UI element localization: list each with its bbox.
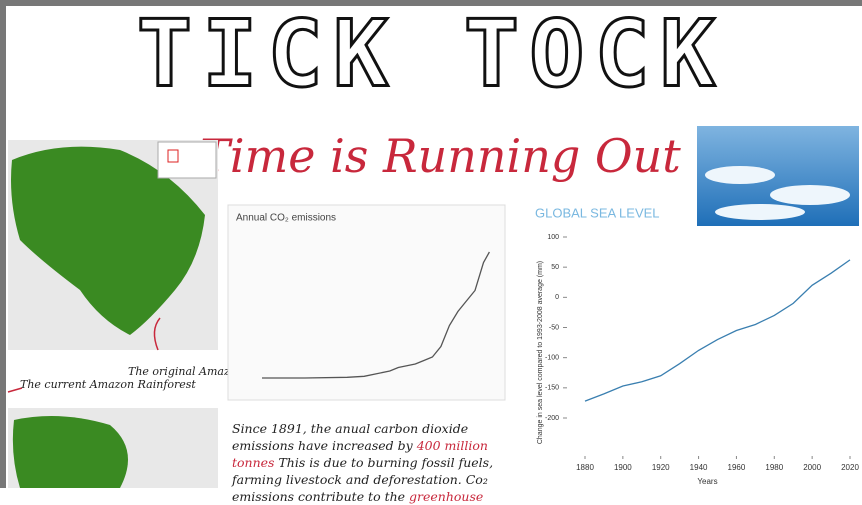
data-line (585, 260, 850, 401)
poster-canvas: TICK TOCK Time is Running Out The curren… (0, 0, 862, 488)
chart-title: GLOBAL SEA LEVEL (535, 205, 660, 220)
x-tick-label: 1920 (652, 463, 670, 472)
frame-left (0, 0, 6, 488)
x-tick-label: 1940 (690, 463, 708, 472)
y-tick-label: -150 (545, 385, 559, 392)
x-tick-label: 1900 (614, 463, 632, 472)
x-tick-label: 1960 (728, 463, 746, 472)
ice-floe (715, 204, 805, 220)
poster-title: TICK TOCK (137, 0, 726, 107)
ice-floe (770, 185, 850, 205)
rainforest-current (13, 416, 128, 488)
y-tick-label: -100 (545, 355, 559, 362)
y-tick-label: 0 (555, 294, 559, 301)
paragraph-highlight: greenhouse (409, 489, 483, 504)
ice-floe (705, 166, 775, 184)
x-axis-label: Years (697, 477, 717, 486)
y-axis-label: Change in sea level compared to 1993-200… (537, 261, 544, 444)
poster: TICK TOCK Time is Running Out The curren… (0, 0, 862, 488)
x-tick-label: 1980 (765, 463, 783, 472)
x-tick-label: 2020 (841, 463, 859, 472)
poster-subtitle: Time is Running Out (199, 129, 681, 183)
map-inset (158, 142, 216, 178)
y-tick-label: -200 (545, 415, 559, 422)
chart-title: Annual CO₂ emissions (236, 213, 336, 224)
x-tick-label: 1880 (576, 463, 594, 472)
y-tick-label: -50 (549, 324, 559, 331)
y-tick-label: 100 (547, 234, 559, 241)
y-tick-label: 50 (551, 264, 559, 271)
map-label: The current Amazon Rainforest (20, 378, 196, 391)
paragraph: Since 1891, the anual carbon dioxide emi… (232, 420, 522, 505)
co2-chart-frame (228, 205, 505, 400)
x-tick-label: 2000 (803, 463, 821, 472)
